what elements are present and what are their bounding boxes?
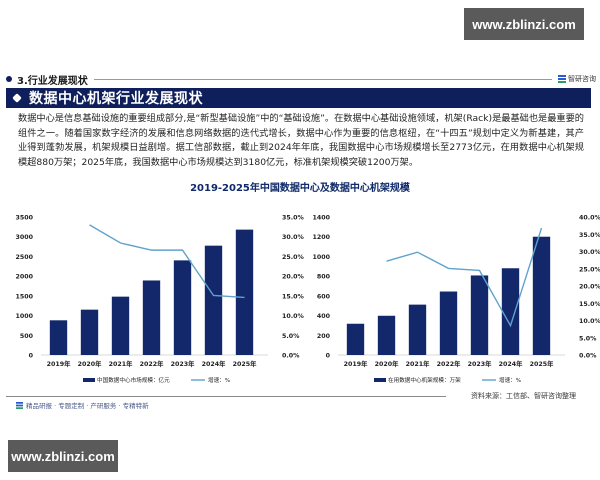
bar [501, 268, 520, 355]
bar [49, 320, 68, 355]
brand: 智研咨询 [558, 74, 596, 84]
y2-tick-label: 5.0% [282, 333, 300, 340]
growth-line [89, 224, 245, 299]
bar [408, 304, 427, 355]
footer-logo-icon [16, 401, 23, 409]
x-tick-label: 2019年 [344, 359, 369, 368]
x-tick-label: 2023年 [171, 359, 196, 368]
y-tick-label: 2000 [15, 274, 33, 281]
bar [235, 229, 254, 355]
brand-name: 智研咨询 [568, 75, 596, 83]
chart-title: 2019-2025年中国数据中心及数据中心机架规模 [190, 183, 410, 194]
brand-logo-icon [558, 75, 566, 83]
bar [377, 315, 396, 355]
bar [142, 280, 161, 355]
y-tick-label: 0 [326, 353, 331, 360]
legend-bar-label: 中国数据中心市场规模：亿元 [97, 376, 170, 384]
y2-tick-label: 5.0% [579, 335, 597, 342]
bullet-dot-icon [6, 76, 12, 82]
x-tick-label: 2019年 [47, 359, 72, 368]
bar [173, 260, 192, 355]
section-label: 3.行业发展现状 [17, 75, 88, 87]
y2-tick-label: 40.0% [579, 215, 600, 222]
source-note: 资料来源：工信部、智研咨询整理 [471, 392, 576, 400]
y-tick-label: 2500 [15, 254, 33, 261]
y2-tick-label: 15.0% [579, 301, 600, 308]
chart-market-size-svg: 0 500 1000 1500 2000 2500 3000 3500 0.0% 5.0% 10.0… [15, 215, 304, 385]
y2-tick-label: 0.0% [282, 353, 300, 360]
x-tick-label: 2022年 [140, 359, 165, 368]
y2-tick-label: 15.0% [282, 293, 305, 300]
bar [204, 245, 223, 355]
bar [439, 291, 458, 355]
y2-tick-label: 25.0% [579, 266, 600, 273]
bar [111, 296, 130, 355]
y-tick-label: 400 [317, 313, 331, 320]
legend-line-label: 增速：% [499, 376, 521, 384]
bar [80, 309, 99, 355]
x-tick-label: 2024年 [202, 359, 227, 368]
y2-tick-label: 10.0% [579, 318, 600, 325]
y2-tick-label: 10.0% [282, 313, 305, 320]
legend-line-label: 增速：% [208, 376, 230, 384]
footer-divider [6, 396, 446, 397]
y-tick-label: 3000 [15, 234, 33, 241]
chart-rack-scale: 0 200 400 600 800 1000 1200 1400 0.0% 5.0% 10.0% 15… [302, 200, 600, 390]
x-tick-label: 2022年 [437, 359, 462, 368]
growth-line [386, 227, 543, 328]
y2-tick-label: 30.0% [282, 234, 305, 241]
y-tick-label: 0 [29, 353, 34, 360]
x-tick-label: 2024年 [499, 359, 524, 368]
y2-tick-label: 20.0% [282, 274, 305, 281]
x-tick-label: 2023年 [468, 359, 493, 368]
y-tick-label: 1000 [312, 254, 330, 261]
y-tick-label: 1400 [312, 215, 330, 222]
page-title-bar: 数据中心机架行业发展现状 [6, 88, 591, 108]
watermark-top: www.zblinzi.com [464, 8, 584, 40]
y2-tick-label: 30.0% [579, 249, 600, 256]
y-tick-label: 200 [317, 333, 331, 340]
y-tick-label: 800 [317, 274, 331, 281]
watermark-bottom: www.zblinzi.com [8, 440, 118, 472]
y2-tick-label: 20.0% [579, 284, 600, 291]
diamond-icon [12, 94, 22, 102]
y2-tick-label: 35.0% [282, 215, 305, 222]
section-header: 3.行业发展现状 智研咨询 [6, 72, 596, 87]
bar [346, 323, 365, 355]
intro-paragraph: 数据中心是信息基础设施的重要组成部分,是“新型基础设施”中的“基础设施”。在数据… [18, 113, 584, 168]
bar [532, 236, 551, 355]
chart-rack-scale-svg: 0 200 400 600 800 1000 1200 1400 0.0% 5.0% 10.0% 15… [312, 215, 600, 385]
section-divider [93, 78, 552, 80]
y2-tick-label: 25.0% [282, 254, 305, 261]
y-tick-label: 500 [20, 333, 34, 340]
bar [470, 275, 489, 355]
x-tick-label: 2021年 [406, 359, 431, 368]
chart-market-size: 0 500 1000 1500 2000 2500 3000 3500 0.0% 5.0% 10.0… [5, 200, 304, 390]
page-title: 数据中心机架行业发展现状 [29, 91, 203, 107]
y-tick-label: 1200 [312, 234, 330, 241]
footer-tagline: 精品研报 · 专题定制 · 产研服务 · 专精特新 [26, 402, 149, 410]
legend-bar-swatch [83, 378, 95, 382]
y2-tick-label: 0.0% [579, 353, 597, 360]
y-tick-label: 600 [317, 293, 331, 300]
y2-tick-label: 35.0% [579, 232, 600, 239]
x-tick-label: 2025年 [233, 359, 258, 368]
footer-tagline-row: 精品研报 · 专题定制 · 产研服务 · 专精特新 [16, 400, 149, 410]
x-tick-label: 2025年 [530, 359, 555, 368]
x-tick-label: 2020年 [375, 359, 400, 368]
y-tick-label: 3500 [15, 215, 33, 222]
x-tick-label: 2020年 [78, 359, 103, 368]
y-tick-label: 1000 [15, 313, 33, 320]
y-tick-label: 1500 [15, 293, 33, 300]
x-tick-label: 2021年 [109, 359, 134, 368]
legend-bar-label: 在用数据中心机架规模：万架 [388, 376, 461, 384]
legend-bar-swatch [374, 378, 386, 382]
